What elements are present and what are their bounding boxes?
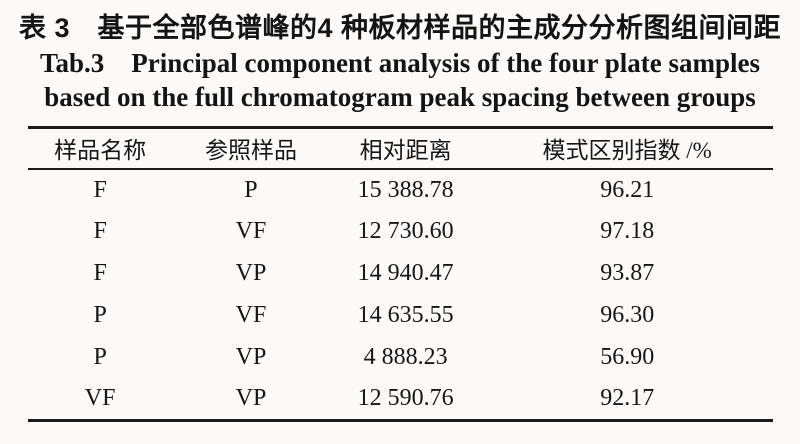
table-row: P VP 4 888.23 56.90	[28, 337, 773, 379]
data-table: 样品名称 参照样品 相对距离 模式区别指数 /% F P 15 388.78 9…	[27, 126, 773, 422]
cell-relative-distance: 14 635.55	[357, 302, 454, 328]
cell-relative-distance: 14 940.47	[357, 260, 454, 286]
table-row: F VF 12 730.60 97.18	[28, 211, 773, 253]
cell-sample-name: VF	[84, 385, 116, 412]
cell-sample-name: F	[93, 176, 107, 203]
cell-pattern-index: 93.87	[600, 260, 655, 286]
table-caption: 表 3 基于全部色谱峰的4 种板材样品的主成分分析图组间间距 Tab.3 Pri…	[0, 10, 800, 114]
table-caption-english-line2: based on the full chromatogram peak spac…	[44, 82, 756, 112]
cell-pattern-index: 97.18	[600, 218, 655, 244]
cell-reference-sample: VP	[235, 260, 267, 286]
cell-reference-sample: VP	[235, 344, 267, 370]
cell-pattern-index: 56.90	[600, 344, 655, 370]
cell-reference-sample: P	[244, 176, 258, 203]
table-row: F P 15 388.78 96.21	[28, 169, 773, 211]
table-caption-chinese: 表 3 基于全部色谱峰的4 种板材样品的主成分分析图组间间距	[18, 13, 782, 43]
cell-sample-name: F	[93, 260, 107, 286]
table-caption-english-line1: Tab.3 Principal component analysis of th…	[39, 48, 761, 78]
col-header-sample-name: 样品名称	[27, 127, 173, 170]
cell-reference-sample: VF	[235, 302, 267, 328]
cell-reference-sample: VP	[235, 385, 267, 412]
table-row: P VF 14 635.55 96.30	[28, 295, 773, 337]
cell-relative-distance: 12 590.76	[357, 385, 454, 412]
cell-pattern-index: 92.17	[600, 385, 655, 412]
cell-sample-name: P	[93, 344, 107, 370]
col-header-reference-sample: 参照样品	[172, 127, 330, 170]
cell-pattern-index: 96.21	[600, 176, 655, 203]
table-header-row: 样品名称 参照样品 相对距离 模式区别指数 /%	[27, 127, 773, 170]
table-container: 样品名称 参照样品 相对距离 模式区别指数 /% F P 15 388.78 9…	[27, 126, 773, 422]
col-header-relative-distance: 相对距离	[329, 127, 482, 170]
cell-sample-name: F	[93, 218, 107, 244]
cell-pattern-index: 96.30	[600, 302, 655, 328]
cell-relative-distance: 12 730.60	[357, 218, 454, 244]
cell-relative-distance: 15 388.78	[357, 176, 454, 203]
cell-reference-sample: VF	[235, 218, 267, 244]
cell-relative-distance: 4 888.23	[363, 344, 448, 370]
cell-sample-name: P	[93, 302, 107, 328]
table-row: VF VP 12 590.76 92.17	[28, 379, 773, 421]
col-header-pattern-discrimination-index: 模式区别指数 /%	[481, 127, 773, 170]
table-row: F VP 14 940.47 93.87	[28, 253, 773, 295]
